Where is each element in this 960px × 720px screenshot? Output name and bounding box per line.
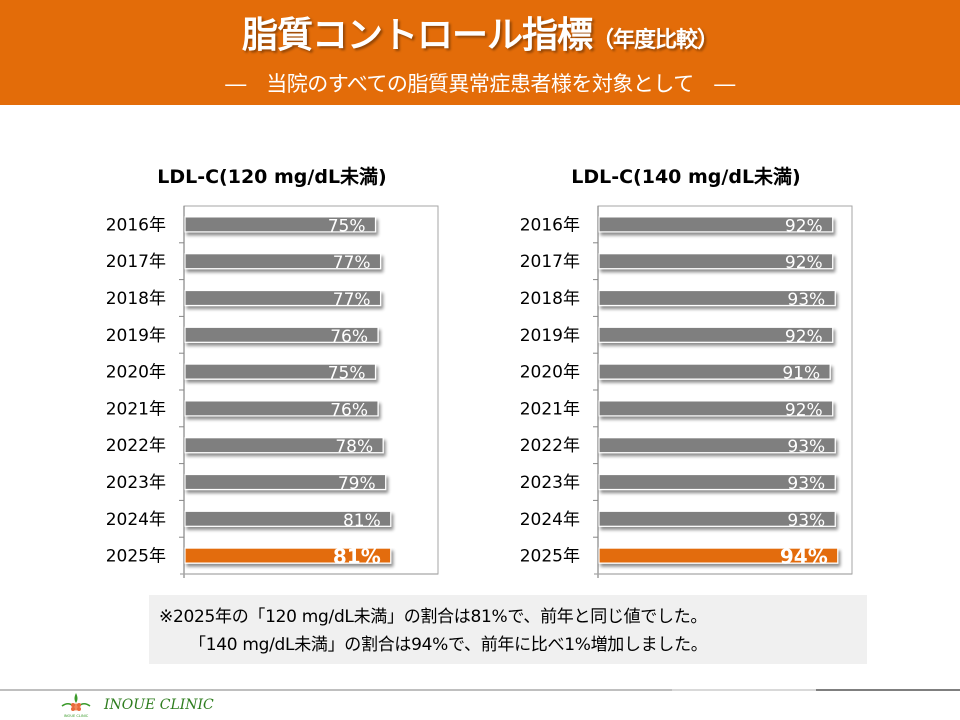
data-label: 93% xyxy=(787,437,825,457)
bar-2025年 xyxy=(184,547,392,564)
bar-2020年 xyxy=(184,363,377,380)
chart-title-ldl-140: LDL-C(140 mg/dL未満) xyxy=(571,166,801,188)
clinic-name: INOUE CLINIC xyxy=(104,697,214,713)
data-label: 75% xyxy=(328,216,366,236)
data-label: 92% xyxy=(785,400,823,420)
footer-divider xyxy=(0,689,960,691)
category-label: 2023年 xyxy=(520,473,580,493)
bar-2017年 xyxy=(184,253,382,270)
category-label: 2020年 xyxy=(106,363,166,383)
data-label: 92% xyxy=(785,327,823,347)
bar-2021年 xyxy=(184,400,379,417)
logo-text: INOUE CLINIC xyxy=(64,714,89,718)
category-label: 2021年 xyxy=(106,399,166,419)
data-label: 77% xyxy=(333,253,371,273)
category-label: 2024年 xyxy=(106,510,166,530)
bar-2025年 xyxy=(598,547,839,564)
bar-2019年 xyxy=(184,326,379,343)
data-label: 94% xyxy=(780,545,828,569)
data-label: 77% xyxy=(333,290,371,310)
category-label: 2022年 xyxy=(520,436,580,456)
page-title: 脂質コントロール指標（年度比較） xyxy=(0,6,960,58)
chart-title-ldl-120: LDL-C(120 mg/dL未満) xyxy=(157,166,387,188)
page-subtitle: ― 当院のすべての脂質異常症患者様を対象として ― xyxy=(225,72,735,96)
category-label: 2024年 xyxy=(520,510,580,530)
data-label: 81% xyxy=(343,511,381,531)
bar-2021年 xyxy=(598,400,834,417)
bar-2019年 xyxy=(598,326,834,343)
bar-2018年 xyxy=(598,289,836,307)
header-banner: 脂質コントロール指標（年度比較） ― 当院のすべての脂質異常症患者様を対象として… xyxy=(0,0,960,105)
category-label: 2021年 xyxy=(520,399,580,419)
category-label: 2022年 xyxy=(106,436,166,456)
bar-2016年 xyxy=(598,216,834,233)
note-line-2: 「140 mg/dL未満」の割合は94%で、前年に比べ1%増加しました。 xyxy=(189,635,708,655)
category-label: 2025年 xyxy=(520,547,580,567)
category-label: 2025年 xyxy=(106,547,166,567)
category-label: 2017年 xyxy=(520,252,580,272)
clinic-logo-icon: INOUE CLINIC xyxy=(61,693,91,718)
bar-2020年 xyxy=(598,363,831,380)
category-label: 2016年 xyxy=(106,215,166,235)
data-label: 75% xyxy=(328,364,366,384)
category-label: 2018年 xyxy=(520,289,580,309)
data-label: 76% xyxy=(330,327,368,347)
category-label: 2017年 xyxy=(106,252,166,272)
bar-chart-1: 2016年 92% 2017年 92% 2018年 93% 2019年 92% 2020年 91%… xyxy=(520,205,853,578)
data-label: 93% xyxy=(787,474,825,494)
bar-2022年 xyxy=(598,437,836,454)
data-label: 93% xyxy=(787,511,825,531)
data-label: 92% xyxy=(785,216,823,236)
data-label: 79% xyxy=(338,474,376,494)
bar-2022年 xyxy=(184,437,384,454)
category-label: 2018年 xyxy=(106,289,166,309)
data-label: 76% xyxy=(330,400,368,420)
bar-2023年 xyxy=(598,473,836,491)
category-label: 2016年 xyxy=(520,215,580,235)
data-label: 93% xyxy=(787,290,825,310)
bar-2024年 xyxy=(598,510,836,527)
data-label: 81% xyxy=(333,545,381,569)
category-label: 2023年 xyxy=(106,473,166,493)
bar-2016年 xyxy=(184,216,377,233)
page-title-main: 脂質コントロール指標 xyxy=(241,15,593,56)
bar-2023年 xyxy=(184,473,387,491)
data-label: 92% xyxy=(785,253,823,273)
category-label: 2020年 xyxy=(520,363,580,383)
bar-2024年 xyxy=(184,510,392,527)
page-title-suffix: （年度比較） xyxy=(592,28,719,53)
note-line-1: ※2025年の「120 mg/dL未満」の割合は81%で、前年と同じ値でした。 xyxy=(159,607,708,627)
note-box: ※2025年の「120 mg/dL未満」の割合は81%で、前年と同じ値でした。 … xyxy=(149,595,867,664)
data-label: 78% xyxy=(335,437,373,457)
data-label: 91% xyxy=(782,364,820,384)
category-label: 2019年 xyxy=(520,326,580,346)
bar-2017年 xyxy=(598,253,834,270)
category-label: 2019年 xyxy=(106,326,166,346)
bar-chart-0: 2016年 75% 2017年 77% 2018年 77% 2019年 76% 2020年 75%… xyxy=(106,205,439,578)
bar-2018年 xyxy=(184,289,382,307)
